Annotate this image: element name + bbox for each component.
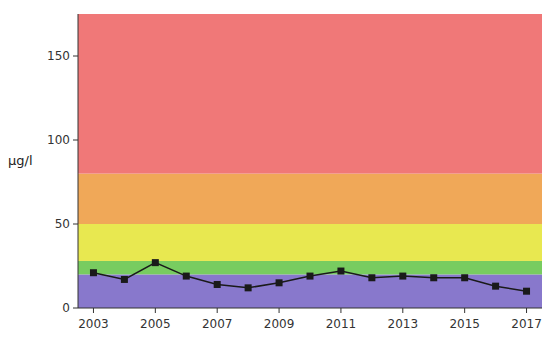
x-tick-label: 2007 bbox=[202, 317, 233, 331]
x-tick bbox=[340, 308, 341, 313]
x-tick bbox=[155, 308, 156, 313]
data-point bbox=[121, 276, 128, 283]
y-axis-label: μg/l bbox=[8, 153, 33, 168]
data-line bbox=[93, 263, 526, 292]
y-tick-label: 50 bbox=[55, 217, 70, 231]
x-axis-line bbox=[78, 308, 542, 309]
y-tick-label: 0 bbox=[62, 301, 70, 315]
x-tick-label: 2003 bbox=[78, 317, 109, 331]
data-point bbox=[461, 274, 468, 281]
x-tick bbox=[93, 308, 94, 313]
band bbox=[78, 224, 542, 261]
data-point bbox=[523, 288, 530, 295]
data-point bbox=[368, 274, 375, 281]
y-tick bbox=[73, 224, 78, 225]
chart: 0 50 100 150 2003 2005 2007 2009 2011 2013 2015 201… bbox=[0, 0, 560, 342]
x-tick bbox=[279, 308, 280, 313]
x-tick-label: 2017 bbox=[511, 317, 542, 331]
data-point bbox=[276, 279, 283, 286]
data-point bbox=[152, 259, 159, 266]
y-tick-label: 100 bbox=[47, 133, 70, 147]
data-point bbox=[307, 273, 314, 280]
x-tick-label: 2005 bbox=[140, 317, 171, 331]
y-axis-line bbox=[78, 14, 79, 308]
data-point bbox=[90, 269, 97, 276]
data-point bbox=[214, 281, 221, 288]
x-tick-label: 2011 bbox=[326, 317, 357, 331]
data-point bbox=[337, 268, 344, 275]
x-tick bbox=[402, 308, 403, 313]
data-point bbox=[399, 273, 406, 280]
data-point bbox=[430, 274, 437, 281]
data-point bbox=[492, 283, 499, 290]
axes: 0 50 100 150 2003 2005 2007 2009 2011 2013 2015 201… bbox=[47, 14, 542, 331]
data-point bbox=[183, 273, 190, 280]
x-tick-label: 2015 bbox=[449, 317, 480, 331]
plot-area bbox=[78, 14, 542, 308]
band bbox=[78, 14, 542, 174]
y-tick bbox=[73, 308, 78, 309]
x-tick-label: 2013 bbox=[388, 317, 419, 331]
x-tick bbox=[464, 308, 465, 313]
x-tick-label: 2009 bbox=[264, 317, 295, 331]
y-tick bbox=[73, 140, 78, 141]
x-tick bbox=[217, 308, 218, 313]
band bbox=[78, 174, 542, 224]
data-point bbox=[245, 284, 252, 291]
y-tick bbox=[73, 56, 78, 57]
x-tick bbox=[526, 308, 527, 313]
y-tick-label: 150 bbox=[47, 49, 70, 63]
